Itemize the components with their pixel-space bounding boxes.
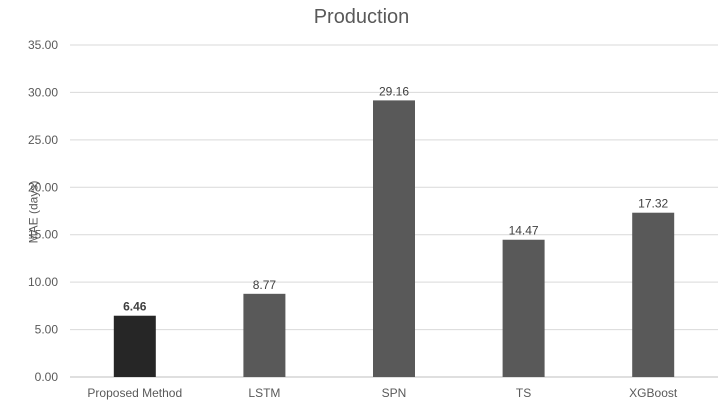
bar	[632, 212, 675, 377]
data-label: 6.46	[123, 300, 147, 314]
x-tick-label: LSTM	[248, 386, 280, 400]
bar	[373, 100, 415, 377]
y-tick-label: 20.00	[28, 180, 58, 194]
data-label: 29.16	[379, 84, 409, 98]
x-tick-label: Proposed Method	[87, 386, 182, 400]
bar	[113, 315, 156, 377]
x-tick-label: TS	[516, 386, 531, 400]
chart-title: Production	[313, 6, 410, 28]
y-tick-label: 5.00	[35, 323, 59, 337]
y-tick-label: 0.00	[35, 370, 59, 384]
data-label: 8.77	[253, 278, 277, 292]
y-tick-label: 30.00	[28, 85, 58, 99]
y-tick-label: 10.00	[28, 275, 58, 289]
data-label: 14.47	[509, 224, 539, 238]
x-tick-label: SPN	[382, 386, 407, 400]
x-tick-label: XGBoost	[629, 386, 678, 400]
bar	[243, 293, 286, 377]
y-tick-label: 35.00	[28, 38, 58, 52]
data-label: 17.32	[638, 197, 668, 211]
bar	[502, 239, 545, 377]
y-tick-label: 25.00	[28, 133, 58, 147]
y-tick-label: 15.00	[28, 228, 58, 242]
